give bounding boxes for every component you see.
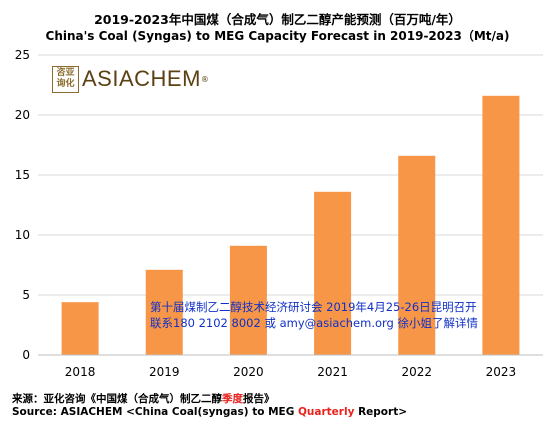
asiachem-logo: 咨亚询化 ASIACHEM ® <box>52 64 209 94</box>
bar <box>482 95 520 356</box>
source-en: Source: ASIACHEM <China Coal(syngas) to … <box>12 406 407 418</box>
x-tick-label: 2020 <box>233 365 264 379</box>
notice-line-1: 第十届煤制乙二醇技术经济研讨会 2019年4月25-26日昆明召开 <box>150 300 477 314</box>
x-tick-label: 2021 <box>317 365 348 379</box>
logo-wordmark: ASIACHEM <box>82 66 201 91</box>
source-en-part-b: Report> <box>354 406 408 418</box>
source-cn: 来源：亚化咨询《中国煤（合成气）制乙二醇季度报告》 <box>12 391 275 406</box>
source-en-highlight: Quarterly <box>297 406 355 418</box>
bar <box>229 245 267 355</box>
y-tick-label: 20 <box>15 108 30 122</box>
y-tick-label: 15 <box>15 168 30 182</box>
source-cn-part-b: 报告》 <box>243 393 275 405</box>
notice-line-2: 联系180 2102 8002 或 amy@asiachem.org 徐小姐了解… <box>150 316 479 330</box>
bar <box>398 155 436 355</box>
source-cn-highlight: 季度 <box>222 393 243 405</box>
x-tick-label: 2019 <box>149 365 180 379</box>
y-tick-label: 10 <box>15 228 30 242</box>
chart-title-cn: 2019-2023年中国煤（合成气）制乙二醇产能预测（百万吨/年） <box>94 12 461 27</box>
bar <box>61 302 99 355</box>
x-tick-label: 2022 <box>401 365 432 379</box>
registered-mark: ® <box>200 74 209 84</box>
asiachem-seal-icon: 咨亚询化 <box>52 65 79 93</box>
chart-title-en: China's Coal (Syngas) to MEG Capacity Fo… <box>45 29 510 43</box>
y-tick-label: 25 <box>15 48 30 62</box>
conference-notice: 第十届煤制乙二醇技术经济研讨会 2019年4月25-26日昆明召开 联系180 … <box>150 299 478 331</box>
y-tick-label: 0 <box>22 348 30 362</box>
bar <box>314 191 352 355</box>
x-tick-label: 2023 <box>486 365 517 379</box>
source-cn-part-a: 来源：亚化咨询《中国煤（合成气）制乙二醇 <box>12 393 222 405</box>
x-tick-label: 2018 <box>65 365 96 379</box>
y-tick-label: 5 <box>22 288 30 302</box>
source-en-part-a: Source: ASIACHEM <China Coal(syngas) to … <box>12 406 298 418</box>
bar <box>145 269 183 355</box>
